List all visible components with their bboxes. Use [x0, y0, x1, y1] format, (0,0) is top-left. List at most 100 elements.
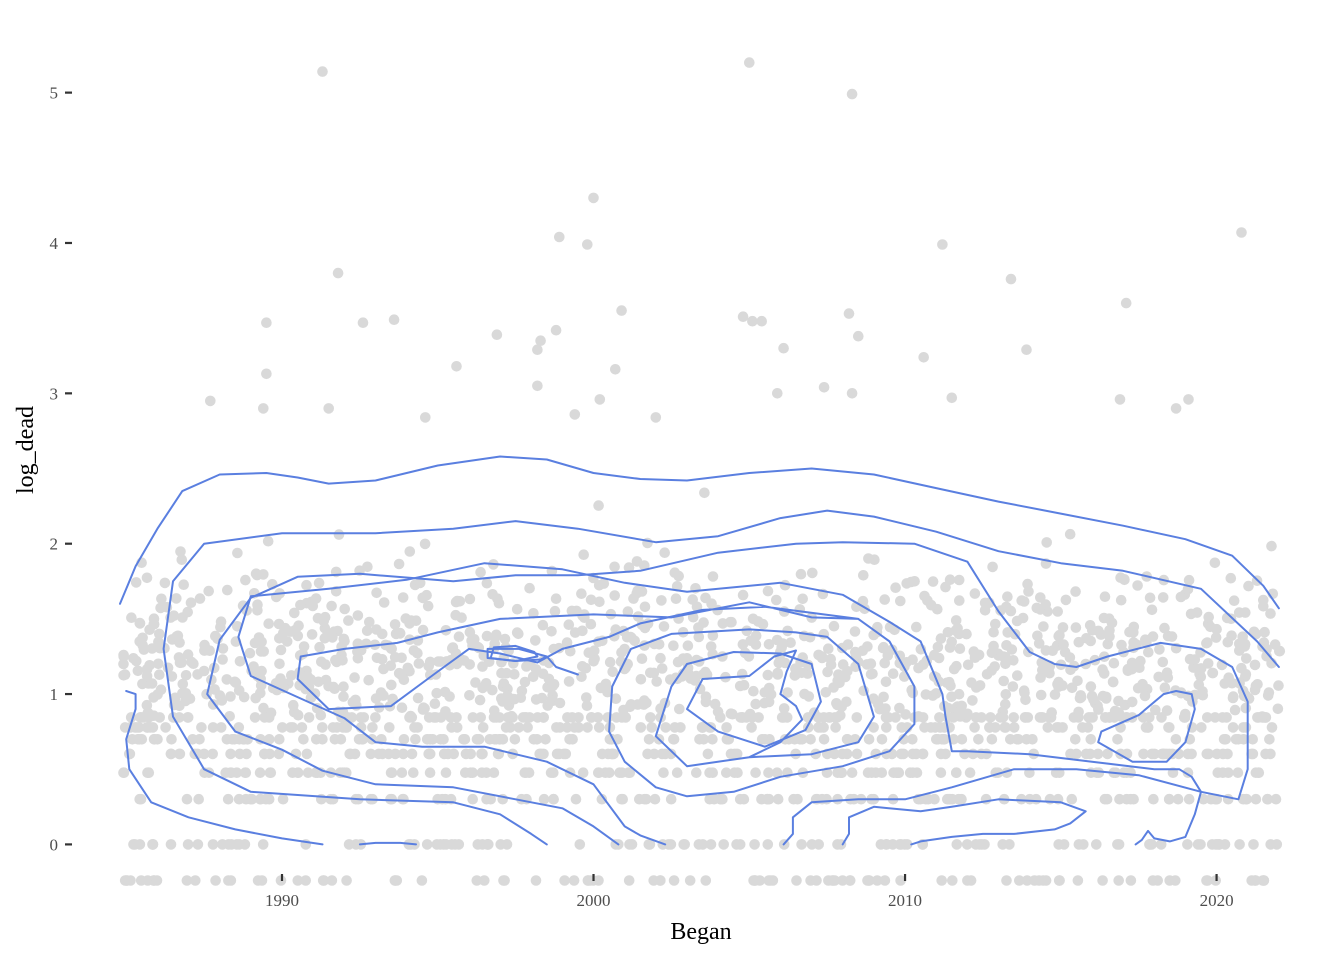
density-contour-11	[486, 647, 579, 676]
scatter-point	[1170, 734, 1182, 745]
scatter-point	[1035, 689, 1047, 701]
scatter-point	[358, 712, 370, 723]
scatter-point	[258, 702, 269, 714]
scatter-point	[585, 594, 597, 606]
scatter-point	[288, 699, 299, 711]
scatter-point	[1154, 644, 1165, 655]
scatter-point	[371, 587, 382, 599]
scatter-point-outlier	[550, 324, 562, 336]
scatter-point	[1175, 591, 1187, 603]
scatter-point	[589, 653, 600, 665]
scatter-point	[1001, 875, 1012, 886]
scatter-point	[1240, 702, 1252, 714]
scatter-point-outlier	[535, 335, 546, 347]
scatter-point	[980, 793, 992, 805]
scatter-point	[148, 692, 159, 703]
scatter-point	[913, 662, 924, 674]
scatter-point	[581, 692, 592, 703]
scatter-point	[394, 627, 406, 639]
scatter-point	[225, 875, 237, 886]
scatter-point-outlier	[778, 342, 789, 354]
scatter-point	[1006, 644, 1018, 655]
scatter-point	[225, 691, 236, 702]
scatter-point	[1107, 676, 1119, 688]
scatter-point	[1081, 633, 1092, 644]
scatter-point	[668, 875, 680, 886]
scatter-point	[246, 793, 258, 805]
scatter-point	[623, 562, 635, 573]
scatter-point	[1091, 767, 1103, 778]
scatter-point	[700, 875, 712, 886]
scatter-point	[1240, 722, 1252, 733]
scatter-point	[862, 875, 873, 886]
scatter-point	[1085, 712, 1096, 723]
scatter-point	[198, 665, 210, 677]
scatter-point	[1091, 839, 1102, 850]
scatter-point	[772, 667, 783, 679]
scatter-point	[554, 697, 566, 709]
scatter-point	[803, 691, 815, 702]
scatter-point	[725, 708, 737, 719]
density-contour-5	[206, 541, 1249, 846]
scatter-point	[596, 793, 608, 805]
scatter-point	[1272, 703, 1284, 715]
scatter-point	[506, 710, 517, 722]
scatter-point	[643, 839, 655, 850]
scatter-point	[1018, 596, 1030, 607]
scatter-point	[302, 767, 314, 778]
scatter-point-outlier	[772, 388, 783, 399]
scatter-point	[424, 734, 436, 745]
scatter-point	[1047, 645, 1058, 656]
scatter-point	[166, 671, 178, 682]
scatter-point	[241, 748, 252, 760]
scatter-point	[408, 645, 420, 656]
scatter-point	[974, 839, 985, 850]
scatter-point	[349, 748, 361, 760]
scatter-point	[562, 712, 573, 723]
scatter-point-outlier	[569, 409, 581, 420]
scatter-point	[684, 875, 696, 886]
scatter-point	[593, 722, 605, 733]
scatter-point	[467, 767, 479, 778]
scatter-point	[1098, 612, 1110, 624]
scatter-point	[174, 700, 185, 712]
scatter-point	[1252, 679, 1263, 690]
scatter-point	[788, 793, 799, 805]
scatter-point	[1202, 658, 1214, 669]
scatter-point-outlier	[323, 403, 335, 414]
scatter-point-outlier	[1114, 394, 1126, 405]
scatter-point	[805, 734, 816, 745]
scatter-point	[862, 641, 873, 652]
scatter-point	[734, 793, 746, 805]
scatter-point	[363, 674, 375, 686]
scatter-point	[763, 767, 774, 778]
scatter-point-outlier	[747, 315, 758, 327]
scatter-point	[1054, 875, 1065, 886]
scatter-point	[948, 712, 959, 723]
scatter-point	[1246, 875, 1257, 886]
scatter-point	[935, 633, 947, 644]
scatter-point	[935, 767, 947, 778]
y-tick-label: 3	[50, 384, 59, 403]
scatter-point	[317, 734, 328, 745]
scatter-point	[1066, 793, 1078, 805]
scatter-point	[660, 722, 671, 733]
scatter-point	[451, 722, 463, 733]
scatter-point	[1097, 690, 1109, 702]
scatter-point	[1273, 680, 1284, 691]
scatter-point	[823, 643, 834, 654]
scatter-point	[895, 875, 906, 886]
density-contour-6	[841, 798, 1087, 846]
scatter-point	[771, 594, 782, 606]
scatter-point	[746, 722, 757, 733]
scatter-point	[328, 681, 339, 693]
scatter-point	[874, 703, 885, 715]
scatter-point	[419, 703, 430, 714]
scatter-point	[361, 625, 373, 636]
scatter-point	[410, 734, 421, 745]
scatter-point	[1037, 712, 1048, 723]
scatter-point	[301, 579, 312, 591]
scatter-point-outlier	[451, 361, 462, 372]
scatter-point	[1104, 631, 1115, 642]
scatter-point	[453, 631, 465, 642]
